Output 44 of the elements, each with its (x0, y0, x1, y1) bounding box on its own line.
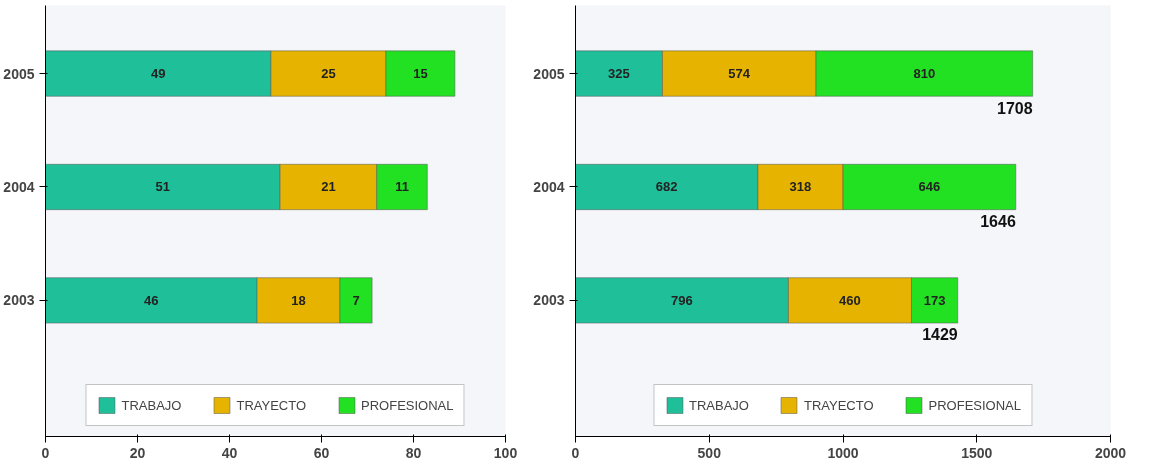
data-label: 574 (728, 66, 751, 82)
x-tick-label: 2000 (1094, 444, 1127, 461)
data-label: 646 (918, 179, 941, 195)
data-label: 682 (655, 179, 678, 195)
x-tick-label: 60 (313, 444, 330, 461)
legend-label: TRAYECTO (236, 397, 307, 413)
legend-label: TRABAJO (688, 397, 749, 413)
total-label: 1646 (980, 213, 1016, 230)
x-tick-label: 1000 (827, 444, 859, 461)
legend-label: TRABAJO (121, 397, 182, 413)
data-label: 7 (352, 292, 360, 308)
data-label: 21 (321, 179, 336, 195)
x-tick-label: 80 (405, 444, 422, 461)
data-label: 318 (789, 179, 812, 195)
data-label: 11 (395, 179, 409, 195)
y-tick-label: 2004 (533, 178, 565, 195)
x-tick-label: 0 (571, 444, 580, 461)
data-label: 49 (150, 66, 166, 82)
legend-label: PROFESIONAL (361, 397, 454, 413)
y-tick-label: 2005 (3, 65, 35, 82)
data-label: 325 (608, 66, 630, 82)
y-tick-label: 2003 (533, 292, 565, 309)
data-label: 173 (923, 292, 946, 308)
data-label: 460 (839, 292, 861, 308)
data-label: 810 (913, 66, 936, 82)
legend-label: PROFESIONAL (928, 397, 1022, 413)
data-label: 796 (671, 292, 693, 308)
x-tick-label: 40 (221, 444, 238, 461)
legend-label: TRAYECTO (803, 397, 874, 413)
total-label: 1429 (922, 326, 958, 344)
data-label: 51 (155, 179, 171, 195)
x-tick-label: 500 (697, 444, 722, 461)
x-tick-label: 1500 (961, 444, 993, 461)
x-tick-label: 20 (129, 444, 146, 461)
x-tick-label: 0 (41, 444, 50, 461)
data-label: 18 (291, 292, 306, 308)
data-label: 25 (321, 66, 336, 82)
y-tick-label: 2003 (3, 292, 35, 309)
data-label: 46 (144, 292, 159, 308)
x-tick-label: 100 (493, 444, 518, 461)
data-label: 15 (413, 66, 428, 82)
y-tick-label: 2004 (3, 178, 35, 195)
y-tick-label: 2005 (533, 65, 565, 82)
total-label: 1708 (997, 99, 1033, 117)
